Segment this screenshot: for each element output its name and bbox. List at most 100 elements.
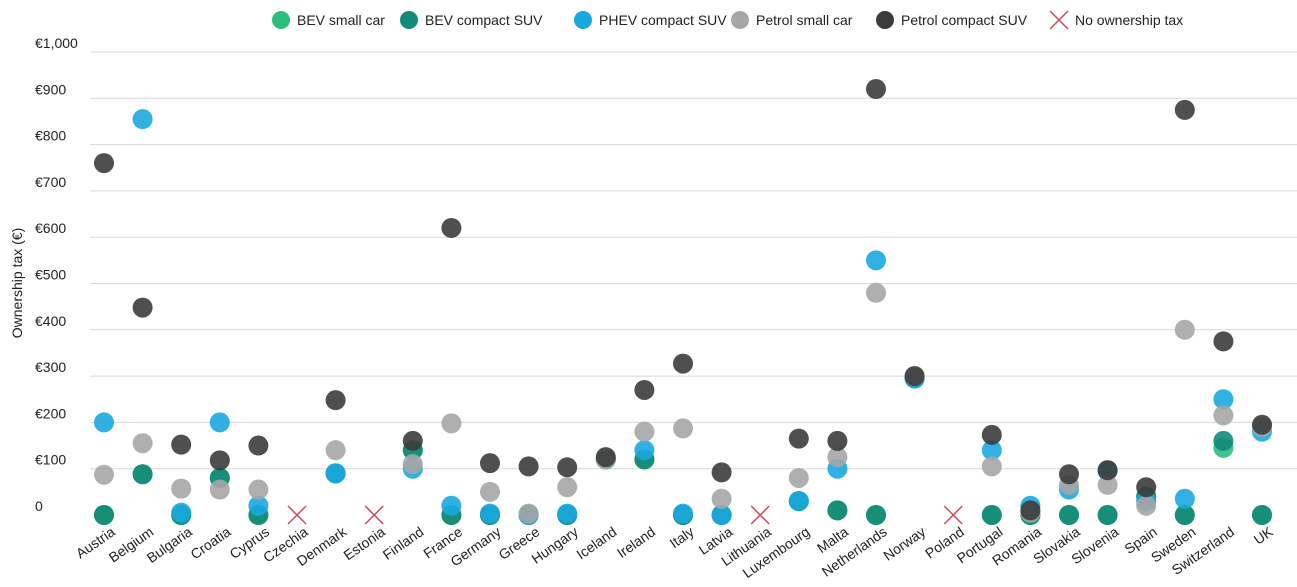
point-petrol-small-car-croatia	[209, 479, 230, 500]
y-tick-label: €600	[35, 220, 66, 236]
point-petrol-small-car-greece	[518, 503, 539, 524]
legend-label: No ownership tax	[1075, 12, 1183, 28]
point-bev-compact-suv-uk	[1252, 505, 1272, 525]
point-petrol-small-car-portugal	[981, 456, 1002, 477]
point-petrol-compact-suv-austria	[94, 153, 114, 174]
legend-marker	[876, 11, 894, 29]
point-petrol-compact-suv-hungary	[557, 457, 578, 478]
point-petrol-compact-suv-netherlands	[866, 79, 886, 100]
y-tick-label: €300	[35, 359, 66, 375]
point-phev-compact-suv-france	[441, 495, 462, 516]
point-petrol-compact-suv-sweden	[1174, 99, 1195, 120]
y-tick-label: 0	[35, 498, 43, 514]
legend-marker	[574, 11, 592, 29]
point-petrol-compact-suv-iceland	[595, 447, 616, 468]
point-petrol-compact-suv-spain	[1136, 477, 1157, 498]
legend-label: Petrol compact SUV	[901, 12, 1028, 28]
point-petrol-small-car-malta	[827, 447, 848, 468]
point-petrol-small-car-netherlands	[866, 282, 886, 303]
point-petrol-small-car-bulgaria	[171, 478, 192, 499]
legend: BEV small car BEV compact SUV PHEV compact…	[272, 10, 1183, 30]
point-no-ownership-tax-estonia	[364, 505, 384, 525]
point-petrol-compact-suv-italy	[673, 353, 693, 374]
point-petrol-small-car-italy	[673, 418, 693, 439]
legend-item-bev-compact-suv: BEV compact SUV	[400, 11, 543, 29]
y-tick-label: €900	[35, 81, 66, 97]
point-phev-compact-suv-luxembourg	[788, 491, 809, 512]
point-bev-compact-suv-malta	[827, 500, 848, 521]
point-petrol-compact-suv-romania	[1020, 500, 1041, 521]
legend-label: BEV small car	[297, 12, 385, 28]
point-petrol-compact-suv-belgium	[132, 297, 153, 318]
point-petrol-compact-suv-france	[441, 217, 462, 238]
legend-marker	[731, 11, 749, 29]
point-petrol-small-car-ireland	[634, 421, 655, 442]
point-bev-compact-suv-slovenia	[1097, 505, 1118, 525]
x-label-uk: UK	[1251, 523, 1277, 548]
point-petrol-small-car-latvia	[711, 488, 732, 509]
data-points	[94, 79, 1272, 525]
point-phev-compact-suv-portugal	[981, 440, 1002, 461]
x-label-croatia: Croatia	[187, 523, 233, 562]
point-petrol-compact-suv-portugal	[981, 424, 1002, 445]
series-phev-compact-suv	[94, 109, 1272, 525]
series-bev-small-car	[94, 368, 1272, 525]
point-petrol-compact-suv-slovenia	[1097, 460, 1118, 481]
legend-label: Petrol small car	[756, 12, 853, 28]
point-petrol-compact-suv-slovakia	[1059, 464, 1079, 485]
y-axis-title: Ownership tax (€)	[9, 228, 25, 338]
series-petrol-compact-suv	[94, 79, 1272, 521]
point-petrol-small-car-denmark	[325, 440, 346, 461]
point-petrol-compact-suv-croatia	[209, 450, 230, 471]
point-petrol-small-car-finland	[402, 454, 423, 475]
point-petrol-compact-suv-luxembourg	[788, 428, 809, 449]
point-bev-compact-suv-sweden	[1174, 505, 1195, 525]
point-no-ownership-tax-lithuania	[750, 505, 770, 525]
x-label-norway: Norway	[880, 523, 928, 563]
point-petrol-compact-suv-denmark	[325, 390, 346, 411]
point-phev-compact-suv-croatia	[209, 412, 230, 433]
y-axis-ticks: 0 €100 €200 €300 €400 €500 €600 €700 €800 €900 €1,…	[35, 35, 78, 514]
legend-item-bev-small-car: BEV small car	[272, 11, 385, 29]
point-petrol-small-car-austria	[94, 464, 114, 485]
point-bev-compact-suv-slovakia	[1059, 505, 1079, 525]
point-phev-compact-suv-bulgaria	[171, 502, 192, 523]
point-phev-compact-suv-latvia	[711, 505, 732, 525]
y-tick-label: €700	[35, 174, 66, 190]
point-petrol-compact-suv-greece	[518, 456, 539, 477]
legend-label: PHEV compact SUV	[599, 12, 727, 28]
point-petrol-compact-suv-norway	[904, 366, 925, 387]
point-petrol-small-car-belgium	[132, 433, 153, 454]
point-petrol-small-car-sweden	[1174, 319, 1195, 340]
point-no-ownership-tax-poland	[943, 505, 963, 525]
series-bev-compact-suv	[94, 368, 1272, 525]
legend-item-petrol-compact-suv: Petrol compact SUV	[876, 11, 1028, 29]
point-petrol-compact-suv-latvia	[711, 462, 732, 483]
point-petrol-compact-suv-germany	[480, 453, 500, 474]
point-phev-compact-suv-ireland	[634, 440, 655, 461]
y-tick-label: €100	[35, 452, 66, 468]
point-petrol-compact-suv-finland	[402, 430, 423, 451]
point-phev-compact-suv-belgium	[132, 109, 153, 130]
point-petrol-small-car-spain	[1136, 495, 1157, 516]
x-label-italy: Italy	[667, 523, 697, 551]
point-phev-compact-suv-austria	[94, 412, 114, 433]
point-petrol-compact-suv-malta	[827, 430, 848, 451]
legend-item-no-ownership-tax: No ownership tax	[1049, 10, 1183, 30]
y-tick-label: €400	[35, 313, 66, 329]
y-tick-label: €500	[35, 267, 66, 283]
point-petrol-small-car-hungary	[557, 477, 578, 498]
y-tick-label: €200	[35, 405, 66, 421]
point-phev-compact-suv-cyprus	[248, 495, 269, 516]
x-label-estonia: Estonia	[340, 523, 388, 563]
point-phev-compact-suv-germany	[480, 503, 500, 524]
legend-marker	[272, 11, 290, 29]
point-bev-compact-suv-belgium	[132, 464, 153, 485]
point-no-ownership-tax-czechia	[287, 505, 307, 525]
point-petrol-small-car-cyprus	[248, 479, 269, 500]
x-axis-labels: AustriaBelgiumBulgariaCroatiaCyprusCzech…	[73, 523, 1276, 581]
legend-marker	[400, 11, 418, 29]
point-bev-compact-suv-switzerland	[1213, 430, 1234, 451]
gridlines	[90, 51, 1297, 470]
x-label-iceland: Iceland	[573, 523, 619, 562]
